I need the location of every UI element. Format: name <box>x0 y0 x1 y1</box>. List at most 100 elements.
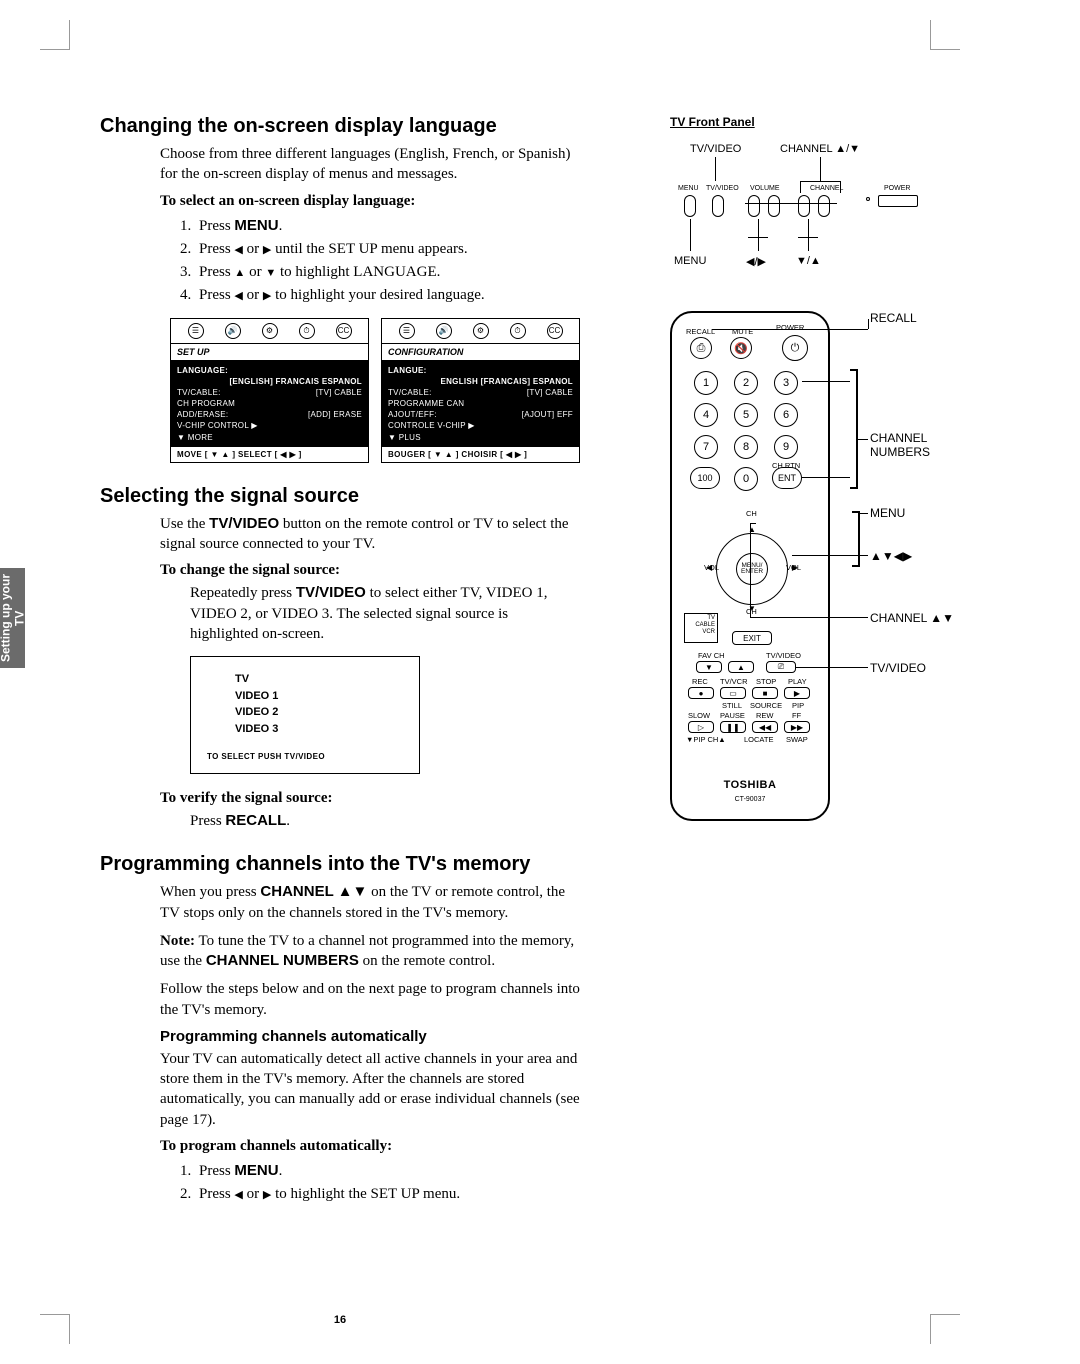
crop-mark <box>930 1314 960 1344</box>
digit-8-button[interactable]: 8 <box>734 435 758 459</box>
crop-mark <box>40 1314 70 1344</box>
digit-1-button[interactable]: 1 <box>694 371 718 395</box>
osd-row: ▼ PLUS <box>388 432 573 443</box>
label: REW <box>756 711 774 720</box>
picture-icon: ☰ <box>188 323 204 339</box>
body-text: Note: To tune the TV to a channel not pr… <box>160 931 580 972</box>
pause-button[interactable]: ❚❚ <box>720 721 746 733</box>
tvvideo-knob <box>712 195 724 217</box>
subhead: To program channels automatically: <box>160 1138 580 1155</box>
callout-arrows: ▲▼◀▶ <box>870 549 912 563</box>
ent-button[interactable]: ENT <box>772 467 802 489</box>
timer-icon: ⏱ <box>299 323 315 339</box>
osd-row: TV/CABLE:[TV] CABLE <box>177 387 362 398</box>
recall-button[interactable]: ⎙ <box>690 337 712 359</box>
front-panel-diagram: TV/VIDEO CHANNEL ▲/▼ MENU TV/VIDEO VOLUM… <box>670 137 930 277</box>
fp-label: CHANNEL ▲/▼ <box>780 143 860 155</box>
label: STILL <box>722 701 742 710</box>
subheading-auto: Programming channels automatically <box>160 1028 580 1045</box>
osd-row: LANGUE: <box>388 365 573 376</box>
label: PAUSE <box>720 711 745 720</box>
fp-label: ▼/▲ <box>796 255 821 267</box>
fp-small-label: CHANNEL <box>810 185 843 192</box>
step: Press ◀ or ▶ until the SET UP menu appea… <box>195 238 580 261</box>
heading-programming: Programming channels into the TV's memor… <box>100 853 580 876</box>
digit-100-button[interactable]: 100 <box>690 467 720 489</box>
osd-row: ADD/ERASE:[ADD] ERASE <box>177 409 362 420</box>
volume-down-knob <box>748 195 760 217</box>
label: ▼PIP CH▲ <box>686 735 726 744</box>
label: LOCATE <box>744 735 773 744</box>
model-label: CT-90037 <box>672 796 828 803</box>
label: TV/VCR <box>720 677 748 686</box>
signal-footer: TO SELECT PUSH TV/VIDEO <box>207 751 399 763</box>
led-icon <box>866 197 870 201</box>
body-text: Choose from three different languages (E… <box>160 144 580 185</box>
label: FF <box>792 711 801 720</box>
setup-icon: ⚙ <box>473 323 489 339</box>
right-arrow-icon[interactable]: ▶ <box>792 563 798 572</box>
callout-channel-numbers: CHANNEL NUMBERS <box>870 431 930 459</box>
digit-7-button[interactable]: 7 <box>694 435 718 459</box>
label: TV/VIDEO <box>766 651 801 660</box>
dpad: ▲ ▼ ◀ ▶ MENU/ ENTER <box>716 533 788 605</box>
favch-up-button[interactable]: ▲ <box>728 661 754 673</box>
digit-2-button[interactable]: 2 <box>734 371 758 395</box>
body-text: Use the TV/VIDEO button on the remote co… <box>160 514 580 555</box>
subhead: To select an on-screen display language: <box>160 193 580 210</box>
fp-small-label: MENU <box>678 185 699 192</box>
rec-button[interactable]: ● <box>688 687 714 699</box>
digit-6-button[interactable]: 6 <box>774 403 798 427</box>
osd-row: LANGUAGE: <box>177 365 362 376</box>
subhead: To verify the signal source: <box>160 790 580 807</box>
audio-icon: 🔊 <box>436 323 452 339</box>
slow-button[interactable]: ▷ <box>688 721 714 733</box>
steps-list: Press MENU. Press ◀ or ▶ until the SET U… <box>195 214 580 308</box>
front-panel-title: TV Front Panel <box>670 115 970 129</box>
cc-icon: CC <box>336 323 352 339</box>
callout-recall: RECALL <box>870 311 917 325</box>
fp-small-label: POWER <box>884 185 910 192</box>
digit-0-button[interactable]: 0 <box>734 467 758 491</box>
body-text: When you press CHANNEL ▲▼ on the TV or r… <box>160 882 580 923</box>
subhead: To change the signal source: <box>160 562 580 579</box>
osd-row: ▼ MORE <box>177 432 362 443</box>
digit-4-button[interactable]: 4 <box>694 403 718 427</box>
fp-label: MENU <box>674 255 706 267</box>
power-button[interactable]: ⏻ <box>782 335 808 361</box>
osd-title: CONFIGURATION <box>382 344 579 361</box>
stop-button[interactable]: ■ <box>752 687 778 699</box>
volume-up-knob <box>768 195 780 217</box>
mute-button[interactable]: 🔇 <box>730 337 752 359</box>
step: Press MENU. <box>195 1159 580 1183</box>
left-arrow-icon[interactable]: ◀ <box>706 563 712 572</box>
exit-button[interactable]: EXIT <box>732 631 772 645</box>
power-button <box>878 195 918 207</box>
tvvcr-button[interactable]: ▭ <box>720 687 746 699</box>
callout-menu: MENU <box>870 506 905 520</box>
page-number: 16 <box>100 1314 580 1326</box>
callout-channel-ud: CHANNEL ▲▼ <box>870 611 954 625</box>
osd-french: ☰ 🔊 ⚙ ⏱ CC CONFIGURATION LANGUE: ENGLISH… <box>381 318 580 463</box>
label: STOP <box>756 677 776 686</box>
mode-switch[interactable]: TVCABLEVCR <box>684 613 718 643</box>
signal-line: VIDEO 2 <box>235 704 399 721</box>
label: PIP <box>792 701 804 710</box>
ff-button[interactable]: ▶▶ <box>784 721 810 733</box>
digit-5-button[interactable]: 5 <box>734 403 758 427</box>
play-button[interactable]: ▶ <box>784 687 810 699</box>
favch-down-button[interactable]: ▼ <box>696 661 722 673</box>
channel-down-knob <box>798 195 810 217</box>
picture-icon: ☰ <box>399 323 415 339</box>
digit-3-button[interactable]: 3 <box>774 371 798 395</box>
menu-enter-button[interactable]: MENU/ ENTER <box>736 553 768 585</box>
label: RECALL <box>686 327 715 336</box>
tvvideo-button[interactable]: ⎚ <box>766 661 796 673</box>
signal-source-box: TV VIDEO 1 VIDEO 2 VIDEO 3 TO SELECT PUS… <box>190 656 420 774</box>
rew-button[interactable]: ◀◀ <box>752 721 778 733</box>
digit-9-button[interactable]: 9 <box>774 435 798 459</box>
timer-icon: ⏱ <box>510 323 526 339</box>
osd-row: TV/CABLE:[TV] CABLE <box>388 387 573 398</box>
heading-language: Changing the on-screen display language <box>100 115 580 138</box>
label: SOURCE <box>750 701 782 710</box>
